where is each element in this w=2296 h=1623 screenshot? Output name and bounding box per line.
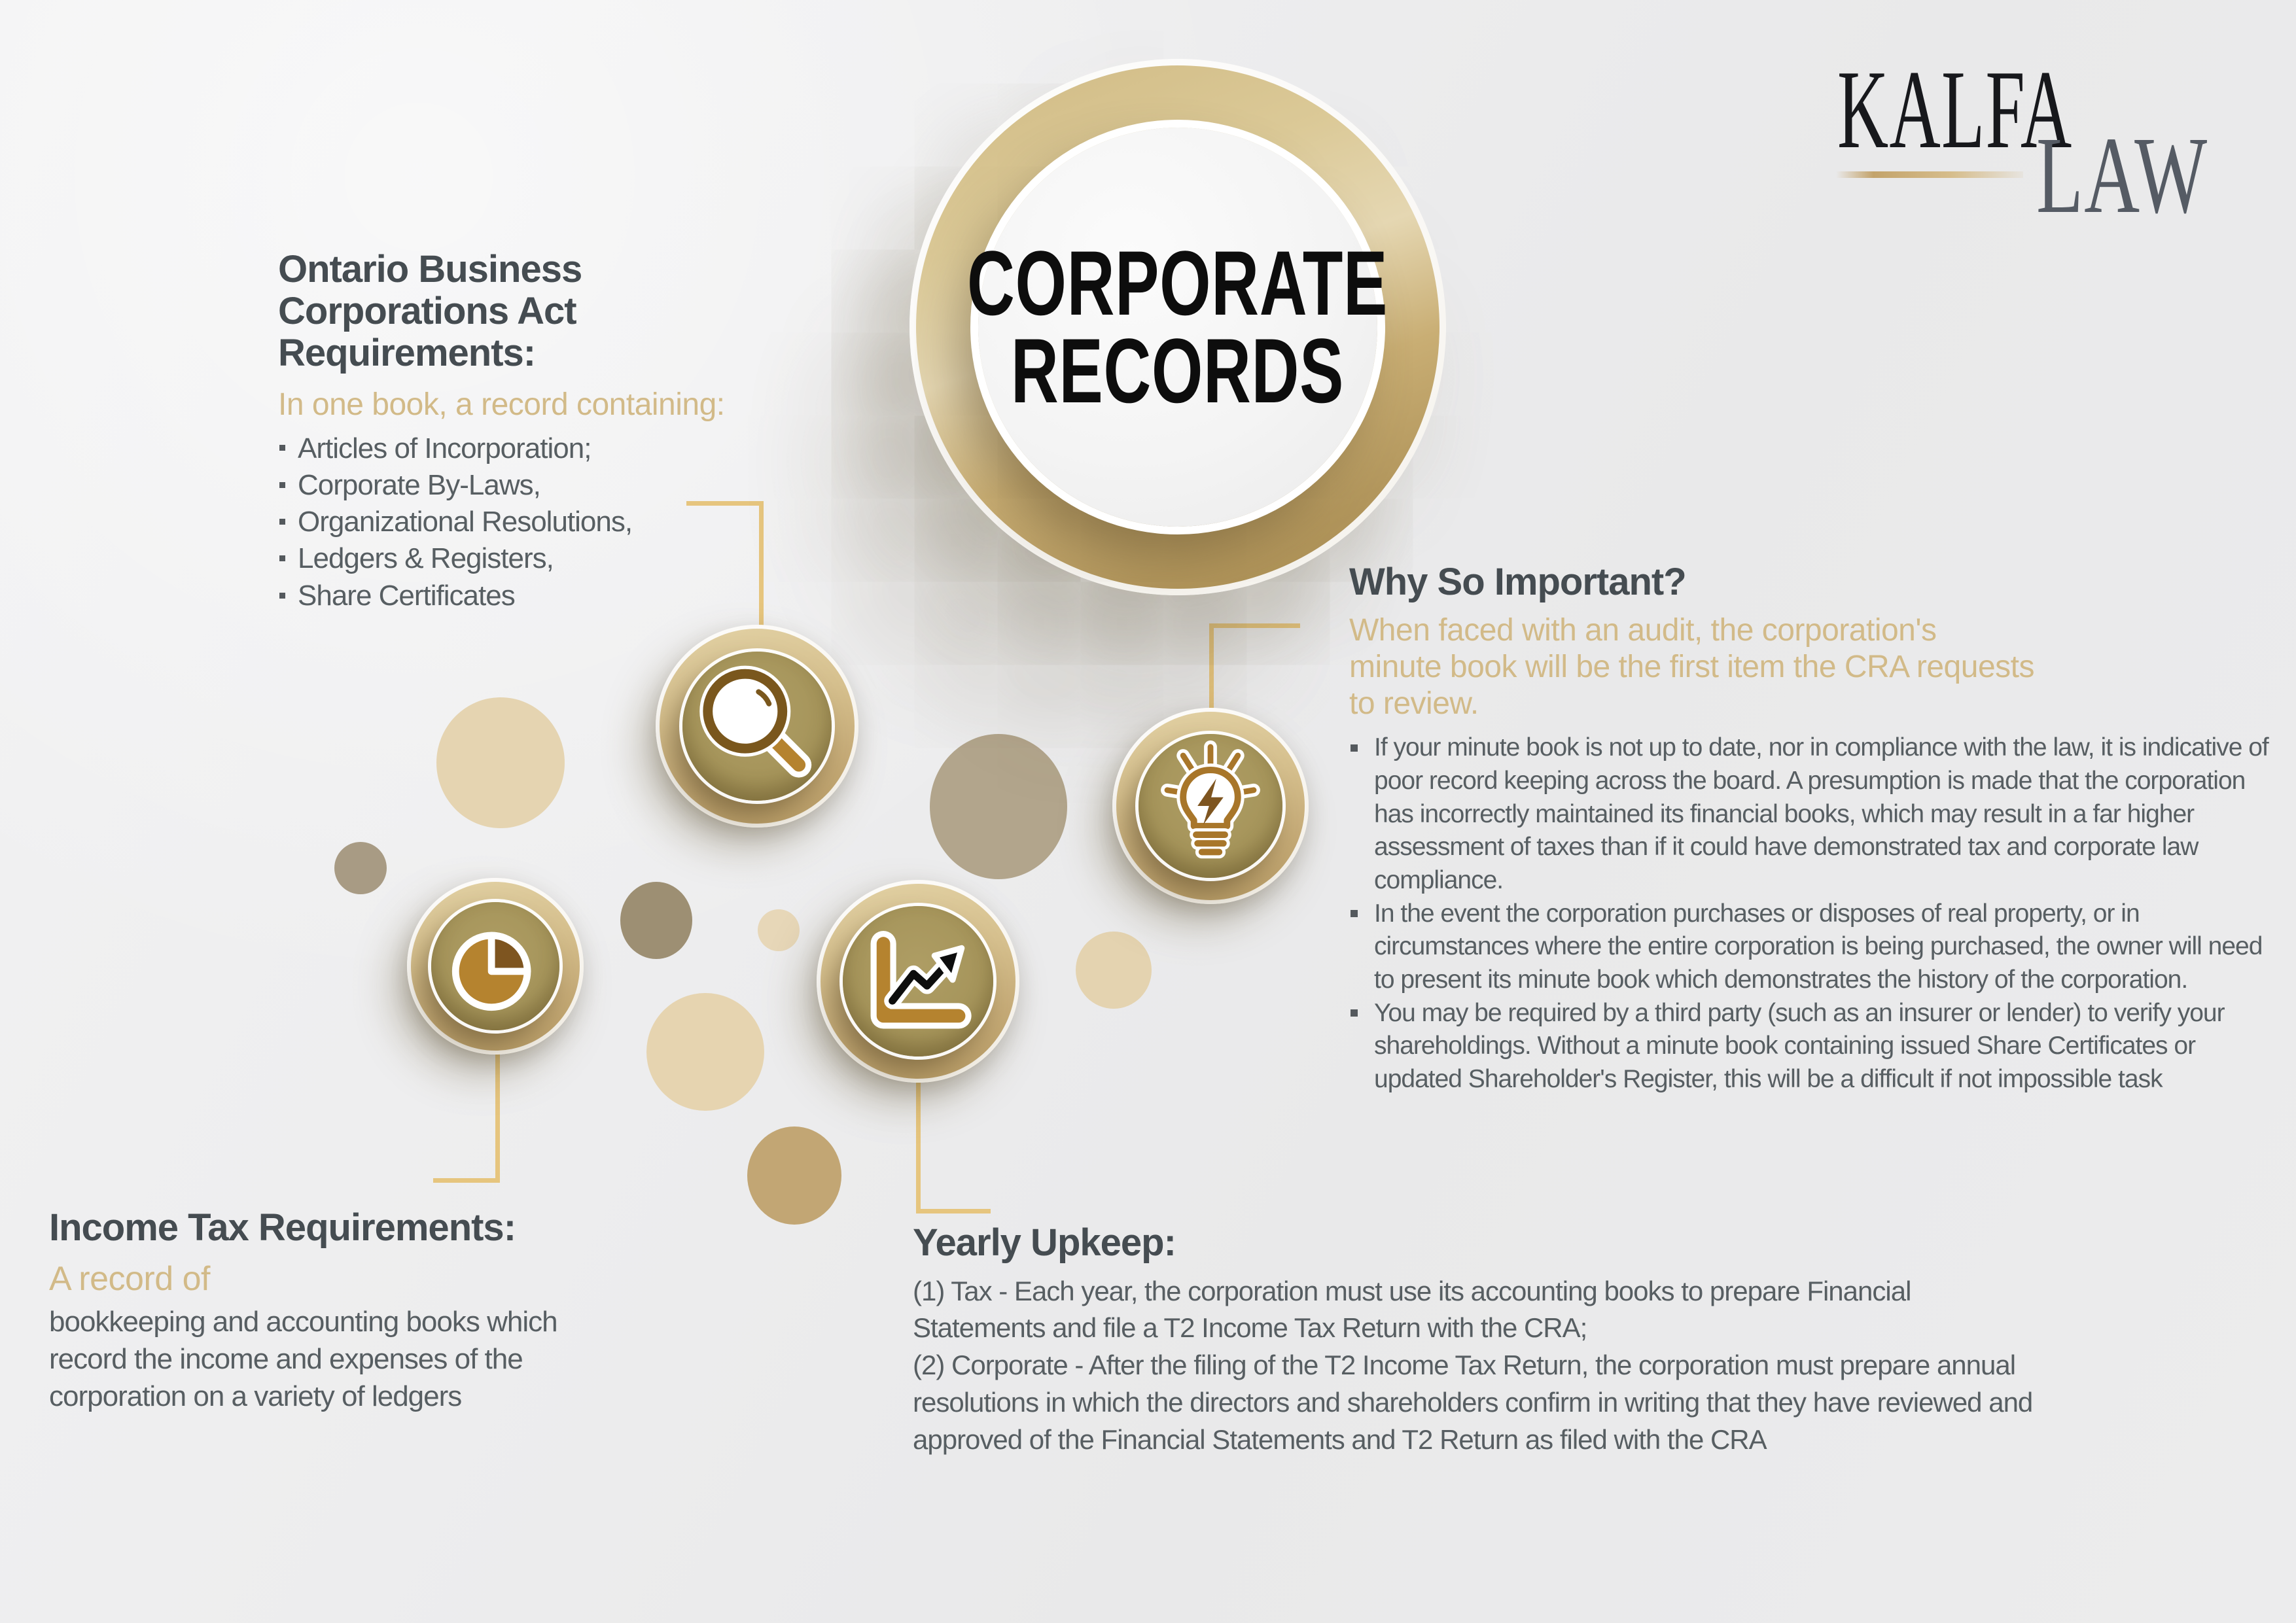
search-badge xyxy=(656,625,858,828)
obca-heading: Ontario Business Corporations Act Requir… xyxy=(278,249,880,374)
why-body: If your minute book is not up to date, n… xyxy=(1349,731,2278,1096)
corporate-records-inner: CORPORATE RECORDS xyxy=(967,128,1388,527)
why-section: Why So Important? When faced with an aud… xyxy=(1349,561,2278,1096)
line-chart-icon xyxy=(870,930,972,1029)
why-bullet: In the event the corporation purchases o… xyxy=(1349,898,2278,997)
decorative-dot xyxy=(334,842,387,894)
decorative-dot xyxy=(758,909,800,951)
lightbulb-icon xyxy=(1161,740,1260,859)
search-icon xyxy=(699,665,812,778)
connector-yearly xyxy=(916,1083,991,1213)
why-subtitle: When faced with an audit, the corporatio… xyxy=(1349,612,2278,722)
income-tax-body: bookkeeping and accounting books which r… xyxy=(49,1305,558,1412)
corporate-records-badge: CORPORATE RECORDS xyxy=(910,59,1446,595)
connector-income-tax xyxy=(433,1052,500,1183)
why-subtitle-line2: minute book will be the first item the C… xyxy=(1349,649,2034,684)
yearly-upkeep-heading: Yearly Upkeep: xyxy=(913,1221,1176,1264)
kalfa-law-logo: KALFA LAW xyxy=(1832,54,2251,230)
why-subtitle-line3: to review. xyxy=(1349,686,1479,722)
yearly-upkeep-item-2: (2) Corporate - After the filing of the … xyxy=(913,1350,2033,1455)
yearly-upkeep-item-1: (1) Tax - Each year, the corporation mus… xyxy=(913,1275,1911,1344)
corporate-records-title: CORPORATE RECORDS xyxy=(967,231,1388,422)
search-badge-inner xyxy=(682,652,832,801)
logo-kalfa-text: KALFA xyxy=(1837,48,2073,172)
income-tax-heading: Income Tax Requirements: xyxy=(49,1206,516,1249)
decorative-dot xyxy=(646,993,764,1111)
obca-list: Articles of Incorporation; Corporate By-… xyxy=(278,430,880,615)
income-tax-subtitle: A record of xyxy=(49,1259,210,1298)
yearly-upkeep-section: Yearly Upkeep: (1) Tax - Each year, the … xyxy=(913,1222,2041,1458)
obca-section: Ontario Business Corporations Act Requir… xyxy=(278,249,880,614)
obca-item: Articles of Incorporation; xyxy=(278,430,880,467)
decorative-dot xyxy=(747,1126,841,1225)
why-heading: Why So Important? xyxy=(1349,561,1687,603)
connector-obca xyxy=(686,501,764,631)
corporate-records-title-line2: RECORDS xyxy=(1011,319,1345,422)
pie-chart-badge-inner xyxy=(431,902,559,1030)
corporate-records-title-line1: CORPORATE xyxy=(967,231,1388,334)
connector-why xyxy=(1209,623,1300,713)
obca-item: Share Certificates xyxy=(278,578,880,614)
logo-underline xyxy=(1836,171,2023,178)
obca-heading-line3: Requirements: xyxy=(278,331,536,374)
lightbulb-badge-inner xyxy=(1139,734,1282,878)
obca-item: Ledgers & Registers, xyxy=(278,540,880,577)
pie-chart-icon xyxy=(451,932,531,1011)
logo-law-text: LAW xyxy=(2036,114,2208,236)
why-bullet: You may be required by a third party (su… xyxy=(1349,997,2278,1096)
decorative-dot xyxy=(620,882,692,959)
decorative-dot xyxy=(436,697,565,828)
obca-heading-line2: Corporations Act xyxy=(278,289,577,332)
line-chart-badge xyxy=(817,880,1019,1083)
income-tax-section: Income Tax Requirements: A record of boo… xyxy=(49,1207,586,1415)
obca-subtitle: In one book, a record containing: xyxy=(278,387,725,423)
yearly-upkeep-body: (1) Tax - Each year, the corporation mus… xyxy=(913,1273,2041,1458)
line-chart-badge-inner xyxy=(843,906,993,1056)
obca-heading-line1: Ontario Business xyxy=(278,248,582,290)
decorative-dot xyxy=(1076,932,1152,1009)
lightbulb-badge xyxy=(1112,708,1309,904)
decorative-dot xyxy=(930,734,1067,879)
pie-chart-badge xyxy=(407,878,584,1055)
why-subtitle-line1: When faced with an audit, the corporatio… xyxy=(1349,612,1937,648)
why-bullet: If your minute book is not up to date, n… xyxy=(1349,731,2278,897)
obca-item: Organizational Resolutions, xyxy=(278,504,880,540)
obca-item: Corporate By-Laws, xyxy=(278,467,880,504)
